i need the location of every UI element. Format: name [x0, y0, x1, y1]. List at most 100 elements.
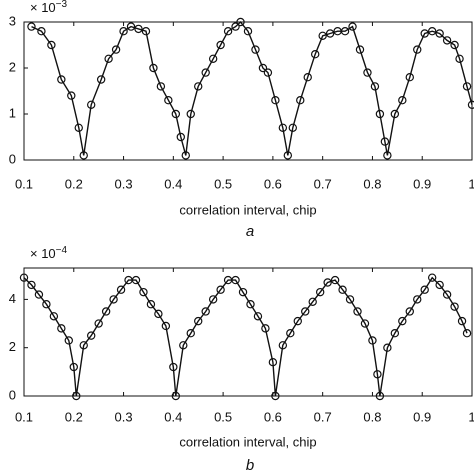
data-marker — [325, 29, 335, 38]
data-marker — [96, 75, 106, 84]
data-marker — [355, 45, 365, 54]
y-multiplier: × 10−4 — [30, 245, 68, 262]
data-marker — [208, 54, 218, 64]
y-multiplier-base: × 10 — [30, 246, 56, 261]
data-marker — [216, 40, 225, 50]
data-marker — [27, 280, 36, 290]
x-tick-label: 0.3 — [115, 409, 133, 424]
data-marker — [146, 300, 156, 309]
data-marker — [42, 300, 51, 309]
data-marker — [288, 123, 297, 133]
data-marker — [455, 54, 464, 64]
data-marker — [450, 40, 459, 50]
y-multiplier-power: −4 — [56, 245, 68, 256]
data-marker — [79, 341, 88, 350]
data-marker — [330, 275, 340, 285]
data-marker — [251, 45, 260, 54]
data-marker — [246, 300, 255, 309]
data-marker — [57, 75, 66, 84]
x-tick-label: 0.2 — [65, 176, 83, 191]
data-marker — [181, 151, 190, 160]
data-marker — [427, 27, 437, 36]
data-marker — [261, 324, 270, 333]
x-tick-label: 0.4 — [164, 176, 182, 191]
data-marker — [375, 391, 385, 401]
data-marker — [271, 95, 280, 105]
data-marker — [238, 287, 248, 297]
data-marker — [134, 24, 143, 34]
data-marker — [111, 45, 121, 54]
data-marker — [390, 109, 400, 119]
data-marker — [283, 151, 293, 160]
data-marker — [420, 29, 429, 38]
x-tick-label: 0.4 — [164, 409, 182, 424]
panel-label: b — [246, 457, 254, 474]
data-marker — [338, 285, 347, 294]
data-marker — [141, 27, 151, 36]
y-tick-label: 0 — [9, 151, 16, 166]
x-tick-label: 0.2 — [65, 409, 83, 424]
data-marker — [398, 95, 407, 105]
data-marker — [171, 391, 181, 401]
data-marker — [194, 82, 203, 91]
data-marker — [301, 307, 310, 316]
data-marker — [131, 275, 141, 285]
data-marker — [243, 27, 253, 36]
data-marker — [323, 278, 332, 287]
data-marker — [370, 82, 380, 91]
data-marker — [236, 17, 245, 27]
x-tick-label: 0.1 — [15, 409, 33, 424]
y-multiplier-base: × 10 — [30, 0, 56, 15]
data-marker — [86, 331, 96, 340]
data-marker — [258, 63, 268, 73]
data-marker — [390, 329, 400, 338]
data-marker — [231, 275, 240, 285]
data-marker — [413, 45, 422, 54]
data-marker — [360, 319, 370, 328]
data-marker — [67, 91, 76, 100]
data-marker — [442, 290, 452, 299]
data-marker — [109, 295, 118, 304]
subplot: 0.1 0.2 0.3 0.4 0.5 0.6 0.7 0.8 0.9 1 0 1 2 3 correlat… — [9, 0, 474, 240]
data-marker — [64, 336, 74, 345]
data-marker — [116, 285, 126, 294]
data-marker — [126, 22, 136, 31]
y-tick-label: 2 — [9, 339, 16, 354]
data-marker — [368, 336, 377, 345]
data-marker — [462, 82, 472, 91]
data-marker — [318, 31, 327, 41]
data-marker — [442, 36, 452, 45]
x-tick-label: 0.5 — [214, 176, 232, 191]
data-marker — [149, 63, 158, 73]
data-marker — [263, 68, 273, 77]
data-marker — [86, 100, 96, 110]
data-marker — [383, 343, 392, 352]
x-tick-label: 0.1 — [15, 176, 33, 191]
data-marker — [435, 29, 444, 38]
data-marker — [373, 370, 382, 379]
data-marker — [57, 324, 66, 333]
y-multiplier: × 10−3 — [30, 0, 68, 15]
data-marker — [72, 391, 81, 401]
data-marker — [119, 27, 128, 36]
data-marker — [156, 82, 166, 91]
data-marker — [231, 22, 240, 31]
data-marker — [186, 329, 195, 338]
data-marker — [278, 341, 288, 350]
data-marker — [462, 329, 472, 338]
x-tick-label: 0.8 — [363, 176, 381, 191]
data-line — [31, 20, 473, 156]
data-marker — [37, 27, 46, 36]
data-marker — [79, 151, 88, 160]
x-axis-label: correlation interval, chip — [179, 434, 316, 449]
data-marker — [278, 123, 288, 133]
data-marker — [164, 95, 173, 105]
y-tick-label: 4 — [9, 291, 16, 306]
data-marker — [19, 273, 29, 282]
data-marker — [94, 319, 103, 328]
axes-frame — [23, 21, 473, 161]
data-marker — [296, 95, 305, 105]
data-marker — [161, 321, 171, 331]
data-marker — [34, 290, 44, 299]
